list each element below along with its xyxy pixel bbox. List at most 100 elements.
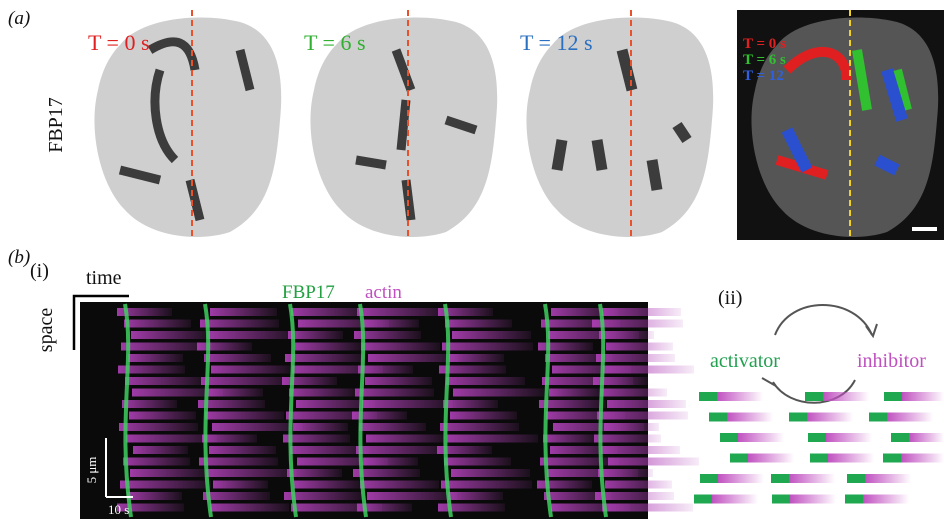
legend-entry: FBP17 [282, 282, 335, 303]
frame: T = 6 s [296, 10, 503, 240]
actin-streak [440, 423, 519, 431]
actin-streak [597, 412, 688, 420]
legend-entry: actin [365, 282, 402, 303]
actin-streak [206, 469, 297, 477]
activator-block [709, 413, 727, 422]
activator-block [730, 454, 748, 463]
actin-streak [124, 320, 191, 328]
actin-streak [210, 308, 277, 316]
axis-label: space [35, 308, 57, 353]
activator-block [720, 433, 738, 442]
figure: (a) FBP17 T = 0 s T = 6 s T = 12 s [0, 0, 944, 519]
frame-label: T = 12 s [520, 30, 593, 55]
subpanel-label: (i) [30, 260, 49, 282]
actin-streak [364, 320, 419, 328]
actin-streak [199, 458, 278, 466]
actin-streak [293, 423, 348, 431]
actin-streak [549, 389, 604, 397]
actin-streak [205, 412, 284, 420]
actin-streak [133, 446, 188, 454]
activator-block [789, 413, 807, 422]
actin-streak [442, 343, 533, 351]
merged-label: T = 6 s [743, 52, 786, 68]
actin-streak [602, 308, 681, 316]
actin-streak [207, 331, 298, 339]
panel-label: (b) [8, 247, 30, 268]
actin-streak [128, 354, 183, 362]
inhibitor-tail [863, 495, 909, 504]
actin-streak [543, 435, 598, 443]
actin-streak [355, 389, 434, 397]
actin-streak [197, 343, 252, 351]
frame-label: T = 0 s [88, 30, 150, 55]
inhibitor-tail [712, 495, 758, 504]
inhibitor-tail [909, 433, 944, 442]
actin-streak [130, 469, 209, 477]
actin-streak [601, 446, 680, 454]
inhibitor-tail [717, 392, 763, 401]
inhibitor-tail [887, 413, 933, 422]
inhibitor-tail [823, 392, 869, 401]
inhibitor-tail [828, 454, 874, 463]
actin-streak [600, 389, 667, 397]
actin-streak [200, 320, 279, 328]
actin-streak [599, 331, 654, 339]
inhibitor-tail [790, 495, 836, 504]
actin-streak [359, 423, 426, 431]
actin-streak [606, 343, 673, 351]
activator-block [700, 474, 718, 483]
activator-block [847, 474, 865, 483]
actin-streak [209, 446, 276, 454]
inhibitor-tail [901, 454, 944, 463]
row-label: FBP17 [45, 97, 67, 153]
activator-block [805, 392, 823, 401]
frame-label: T = 6 s [304, 30, 366, 55]
actin-streak [122, 400, 177, 408]
actin-streak [123, 458, 190, 466]
actin-streak [596, 354, 675, 362]
actin-streak [356, 446, 447, 454]
inhibitor-tail [727, 413, 773, 422]
actin-streak [598, 469, 653, 477]
actin-streak [365, 377, 432, 385]
actin-streak [357, 308, 448, 316]
activation-arrow [775, 305, 872, 335]
actin-streak [441, 481, 532, 489]
actin-streak [294, 481, 361, 489]
actin-streak [204, 354, 271, 362]
actin-streak [119, 423, 198, 431]
panel-label: (a) [8, 8, 30, 29]
actin-streak [368, 354, 459, 362]
actin-streak [213, 481, 268, 489]
actin-streak [208, 389, 263, 397]
actin-streak [131, 331, 210, 339]
actin-streak [603, 366, 694, 374]
scale-label: 5 μm [84, 457, 99, 484]
frame: T = 12 s [512, 10, 719, 240]
activator-block [808, 433, 826, 442]
actin-streak [288, 331, 343, 339]
inhibitor-tail [865, 474, 911, 483]
actin-streak [125, 377, 204, 385]
actin-streak [367, 492, 458, 500]
actin-streak [120, 481, 211, 489]
kymograph [80, 302, 699, 519]
actin-streak [363, 458, 418, 466]
actin-streak [446, 377, 525, 385]
activator-block [810, 454, 828, 463]
scale-label: 10 s [108, 502, 129, 517]
activator-block [772, 495, 790, 504]
actin-streak [451, 469, 530, 477]
actin-streak [361, 343, 440, 351]
actin-streak [360, 481, 439, 489]
actin-streak [202, 435, 257, 443]
inhibitor-tail [738, 433, 784, 442]
actin-streak [602, 504, 693, 512]
actin-streak [287, 469, 342, 477]
actin-streak [447, 435, 538, 443]
activator-block [694, 495, 712, 504]
actin-streak [608, 458, 699, 466]
inhibitor-tail [902, 392, 944, 401]
actin-streak [283, 435, 350, 443]
activator-block [771, 474, 789, 483]
